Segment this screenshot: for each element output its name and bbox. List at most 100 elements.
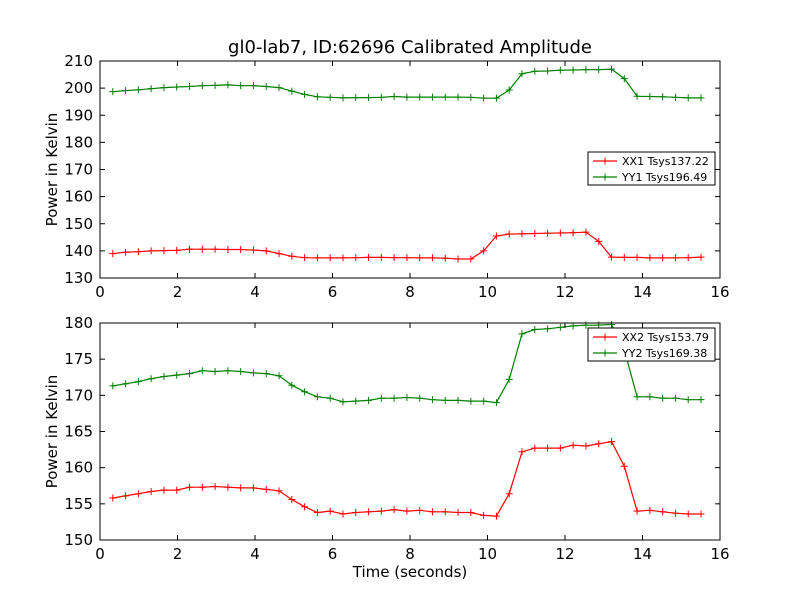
data-point [249, 82, 257, 90]
data-point [454, 255, 462, 263]
data-point [262, 370, 270, 378]
x-tick-label: 8 [405, 283, 415, 301]
data-point [428, 93, 436, 101]
data-point [582, 66, 590, 74]
data-point [480, 247, 488, 255]
y-tick-label: 160 [64, 188, 93, 206]
data-point [186, 245, 194, 253]
data-point [211, 245, 219, 253]
data-point [403, 254, 411, 262]
data-point [326, 254, 334, 262]
data-point [275, 487, 283, 495]
data-point [262, 82, 270, 90]
data-point [428, 254, 436, 262]
data-point [109, 494, 117, 502]
data-point [403, 394, 411, 402]
data-point [671, 509, 679, 517]
top-plot: 0 2 4 6 8 10 12 14 16 130 140 150 160 170 180 190 200 210… [43, 52, 730, 301]
data-point [544, 229, 552, 237]
data-point [339, 94, 347, 102]
data-point [697, 94, 705, 102]
data-point [198, 82, 206, 90]
data-point [569, 66, 577, 74]
data-point [531, 444, 539, 452]
data-point [160, 84, 168, 92]
data-point [556, 444, 564, 452]
y-axis-label: Power in Kelvin [43, 375, 61, 489]
data-point [122, 248, 130, 256]
data-point [428, 396, 436, 404]
data-point [352, 254, 360, 262]
data-point [211, 81, 219, 89]
y-tick-label: 200 [64, 79, 93, 97]
data-point [288, 87, 296, 95]
y-tick-label: 155 [64, 495, 93, 513]
data-point [595, 237, 603, 245]
data-point [608, 320, 615, 328]
y-tick-label: 160 [64, 459, 93, 477]
data-point [441, 508, 449, 516]
data-point [646, 506, 654, 514]
data-point [454, 396, 462, 404]
data-point [441, 396, 449, 404]
data-point [582, 228, 590, 236]
data-point [377, 253, 385, 261]
data-point [518, 448, 526, 456]
x-tick-label: 0 [95, 545, 105, 563]
y-tick-label: 150 [64, 531, 93, 549]
data-point [467, 255, 475, 263]
x-tick-label: 8 [405, 545, 415, 563]
data-point [173, 83, 181, 91]
data-point [224, 246, 232, 254]
x-tick-label: 14 [633, 283, 652, 301]
data-point [390, 254, 398, 262]
data-point [147, 85, 155, 93]
x-tick-label: 12 [555, 283, 574, 301]
data-point [620, 75, 628, 83]
legend-marker [601, 157, 609, 165]
data-point [237, 246, 245, 254]
data-point [173, 486, 181, 494]
data-point [505, 230, 513, 238]
data-point [416, 506, 424, 514]
data-point [531, 326, 539, 334]
y-tick-label: 130 [64, 269, 93, 287]
data-point [416, 254, 424, 262]
data-point [505, 86, 513, 94]
y-tick-label: 175 [64, 350, 93, 368]
data-point [620, 462, 628, 470]
data-point [109, 382, 117, 390]
data-point [301, 90, 309, 98]
y-tick-label: 150 [64, 215, 93, 233]
x-tick-label: 4 [250, 545, 260, 563]
legend-marker [601, 349, 609, 357]
y-axis-label: Power in Kelvin [43, 113, 61, 227]
data-point [313, 509, 321, 517]
data-point [186, 82, 194, 90]
data-point [608, 438, 615, 446]
data-point [684, 254, 692, 262]
data-point [326, 394, 334, 402]
data-point [531, 67, 539, 75]
data-point [544, 444, 552, 452]
data-point [646, 93, 654, 101]
x-tick-label: 10 [478, 283, 497, 301]
data-point [403, 93, 411, 101]
data-point [224, 367, 232, 375]
data-point [467, 397, 475, 405]
data-point [569, 322, 577, 330]
data-point [633, 507, 641, 515]
data-point [505, 490, 513, 498]
data-point [390, 506, 398, 514]
data-point [505, 375, 513, 383]
x-tick-label: 12 [555, 545, 574, 563]
data-point [671, 254, 679, 262]
data-point [134, 86, 142, 94]
x-tick-label: 2 [173, 283, 183, 301]
x-tick-label: 10 [478, 545, 497, 563]
y-tick-label: 180 [64, 133, 93, 151]
data-point [275, 372, 283, 380]
data-point [147, 247, 155, 255]
data-point [659, 254, 667, 262]
data-point [377, 93, 385, 101]
